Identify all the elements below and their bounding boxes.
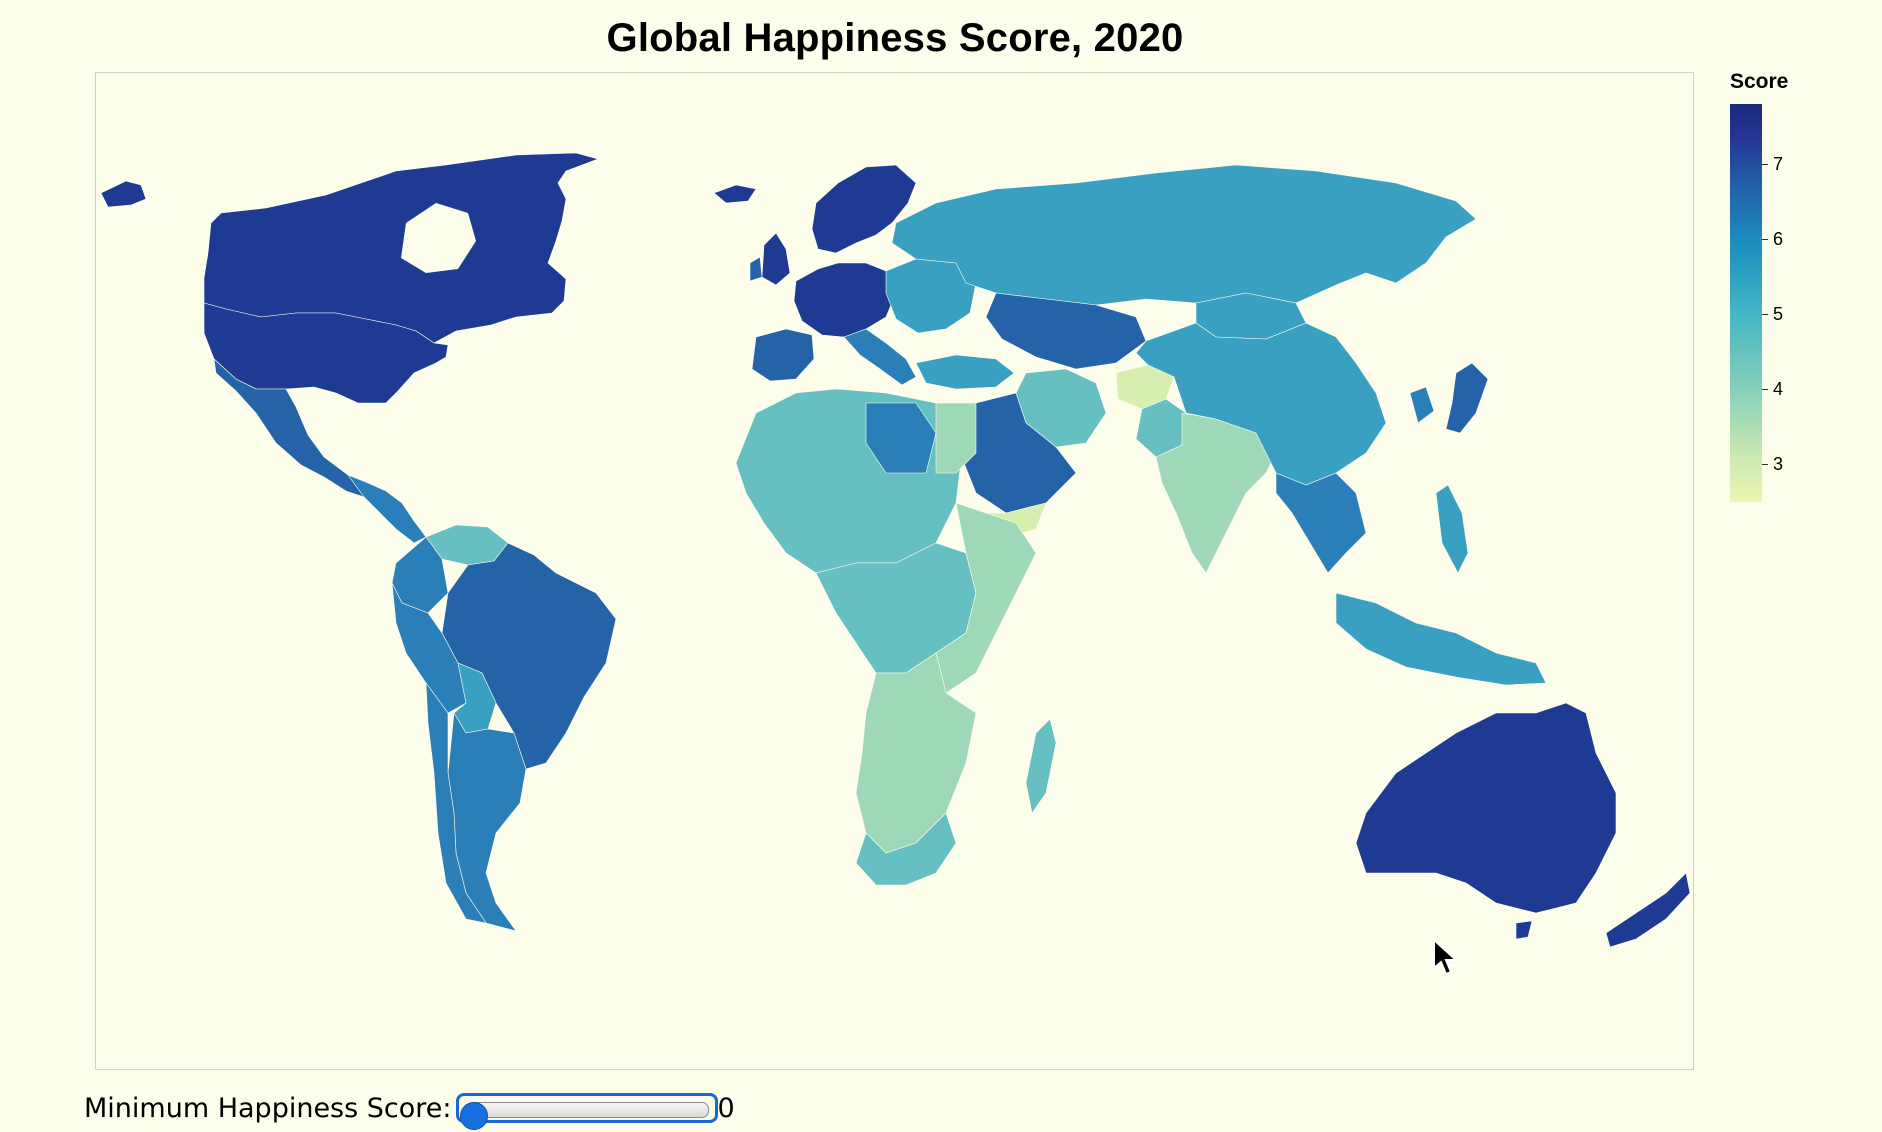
slider-track[interactable] (459, 1102, 709, 1130)
legend-tick-label: 7 (1773, 154, 1784, 175)
color-legend: Score 7 6 5 4 3 (1726, 70, 1846, 510)
legend-tick (1762, 164, 1768, 166)
country-korea[interactable] (1409, 386, 1435, 424)
country-saudi-arabia[interactable] (959, 392, 1077, 514)
legend-tick (1762, 464, 1768, 466)
choropleth-map[interactable] (96, 73, 1694, 1070)
country-southeast-asia[interactable] (1275, 472, 1367, 574)
hudson-bay (401, 203, 476, 273)
country-ireland[interactable] (749, 256, 763, 282)
country-tasmania[interactable] (1515, 920, 1533, 940)
country-indonesia[interactable] (1335, 592, 1547, 686)
legend-tick-label: 4 (1773, 379, 1784, 400)
country-italy-balkans[interactable] (843, 328, 917, 386)
slider-thumb[interactable] (459, 1102, 488, 1130)
country-spain[interactable] (751, 328, 815, 382)
min-score-value: 0 (717, 1092, 735, 1124)
country-japan[interactable] (1445, 362, 1489, 434)
legend-tick (1762, 389, 1768, 391)
country-south-africa[interactable] (855, 812, 957, 886)
country-uk[interactable] (761, 232, 791, 286)
filter-control: Minimum Happiness Score: 0 (84, 1088, 735, 1130)
country-libya[interactable] (865, 402, 937, 474)
country-iceland[interactable] (713, 184, 757, 204)
country-east-africa[interactable] (935, 502, 1037, 694)
min-score-slider[interactable] (455, 1093, 718, 1130)
legend-tick-label: 6 (1773, 229, 1784, 250)
legend-title: Score (1730, 70, 1789, 93)
world-map[interactable] (95, 72, 1694, 1070)
country-central-america[interactable] (347, 474, 427, 544)
mouse-pointer-icon (1433, 938, 1459, 976)
country-new-zealand[interactable] (1605, 872, 1691, 948)
min-score-label: Minimum Happiness Score: (84, 1092, 452, 1124)
country-north-africa[interactable] (735, 388, 963, 574)
country-kazakhstan[interactable] (985, 292, 1147, 370)
country-western-europe[interactable] (793, 262, 897, 338)
legend-gradient-bar (1730, 104, 1762, 502)
chart-title: Global Happiness Score, 2020 (606, 16, 1184, 60)
legend-tick-label: 5 (1773, 304, 1784, 325)
country-madagascar[interactable] (1025, 718, 1057, 814)
country-chile[interactable] (425, 682, 487, 924)
country-philippines[interactable] (1435, 484, 1469, 574)
country-china[interactable] (1135, 322, 1387, 486)
country-australia[interactable] (1355, 702, 1617, 914)
legend-tick (1762, 314, 1768, 316)
country-scandinavia[interactable] (811, 164, 917, 254)
legend-tick (1762, 239, 1768, 241)
country-usa-alaska[interactable] (100, 180, 147, 208)
country-russia[interactable] (891, 164, 1477, 306)
legend-tick-label: 3 (1773, 454, 1784, 475)
country-egypt[interactable] (935, 402, 977, 474)
country-canada[interactable] (203, 152, 599, 344)
country-turkey[interactable] (915, 354, 1015, 390)
